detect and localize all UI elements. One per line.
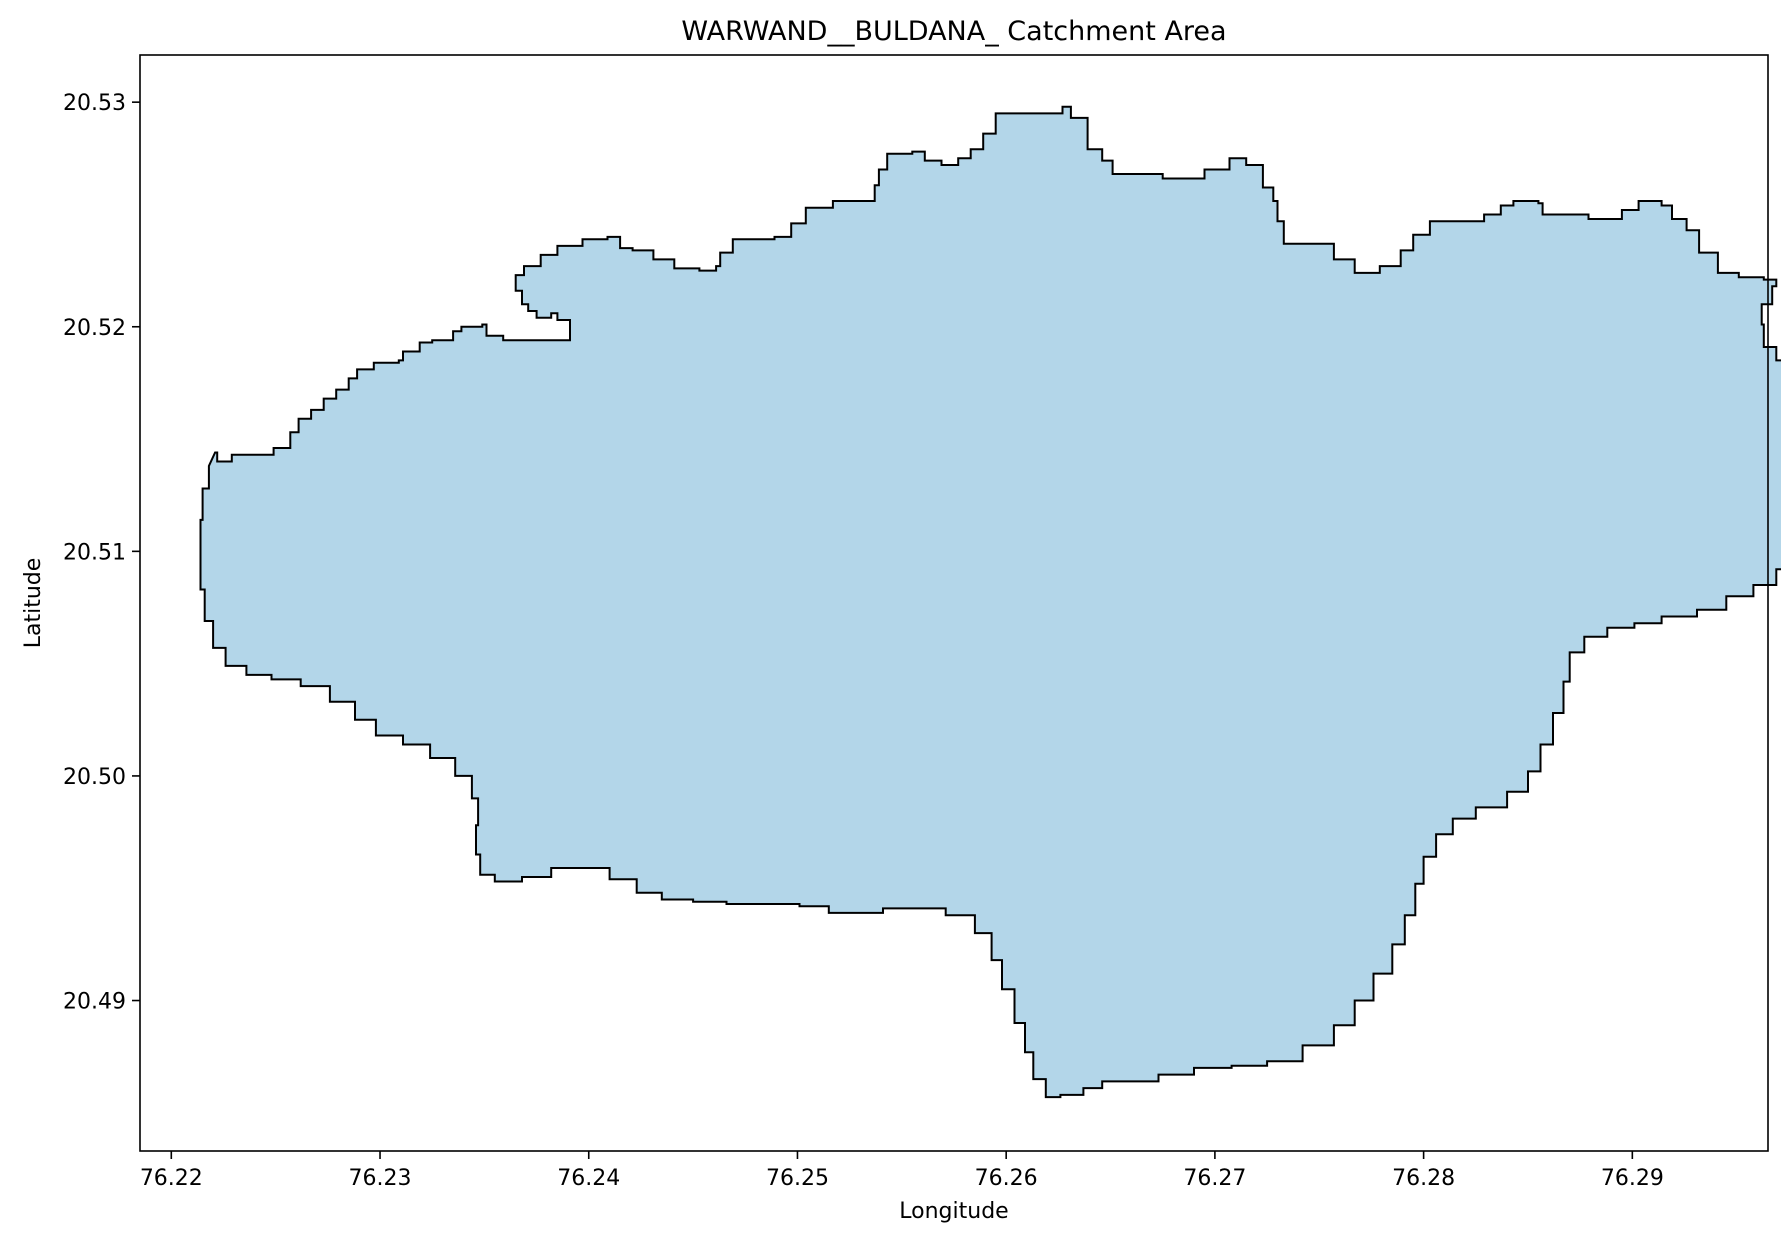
plot-frame: [139, 54, 1769, 1152]
x-tick-label: 76.24: [557, 1166, 620, 1191]
x-tick-label: 76.23: [349, 1166, 412, 1191]
x-tick-label: 76.22: [140, 1166, 203, 1191]
x-tick-label: 76.29: [1601, 1166, 1664, 1191]
y-tick-label: 20.49: [63, 990, 126, 1015]
y-axis: 20.49 20.50 20.51 20.52 20.53: [63, 91, 140, 1015]
x-tick-label: 76.28: [1392, 1166, 1455, 1191]
x-tick-label: 76.27: [1183, 1166, 1246, 1191]
y-tick-label: 20.50: [63, 765, 126, 790]
y-axis-title: Latitude: [21, 558, 46, 649]
y-tick-label: 20.52: [63, 316, 126, 341]
x-tick-label: 76.26: [975, 1166, 1038, 1191]
catchment-polygon: [199, 105, 1781, 1099]
map-title: WARWAND__BULDANA_ Catchment Area: [681, 16, 1226, 47]
plot-area: [139, 54, 1781, 1152]
x-axis-title: Longitude: [899, 1199, 1008, 1224]
y-tick-label: 20.51: [63, 540, 126, 565]
x-tick-label: 76.25: [766, 1166, 829, 1191]
x-axis: 76.22 76.23 76.24 76.25 76.26 76.27 76.28 76.29: [140, 1151, 1664, 1191]
y-tick-label: 20.53: [63, 91, 126, 116]
